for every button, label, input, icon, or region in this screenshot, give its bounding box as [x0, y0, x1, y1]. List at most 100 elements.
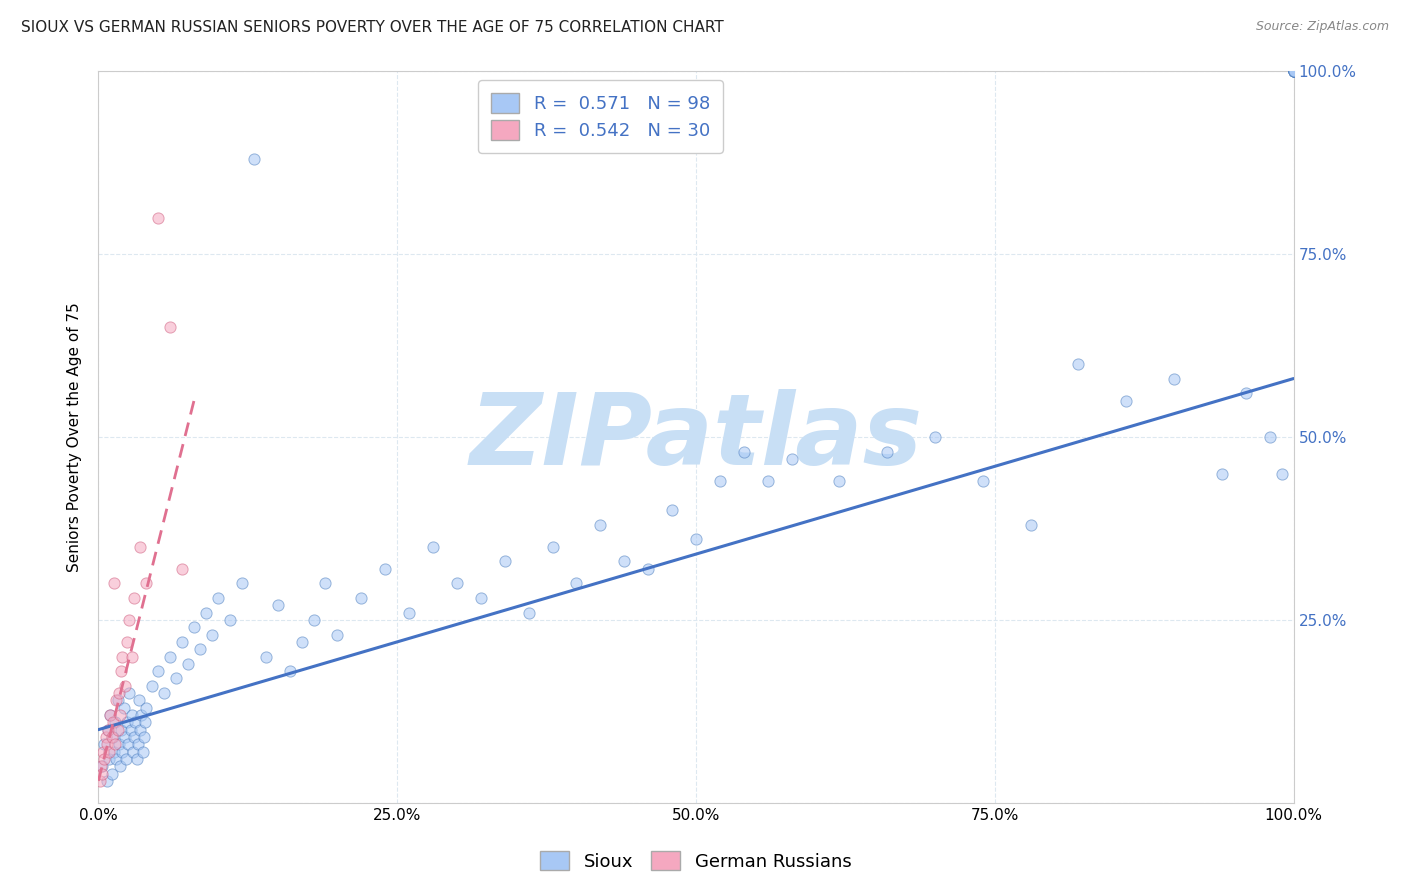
Text: Source: ZipAtlas.com: Source: ZipAtlas.com	[1256, 20, 1389, 33]
Point	[111, 649, 134, 664]
Point	[115, 752, 138, 766]
Point	[267, 599, 290, 613]
Point	[112, 700, 135, 714]
Point	[128, 693, 150, 707]
Point	[494, 554, 516, 568]
Point	[101, 715, 124, 730]
Point	[121, 708, 143, 723]
Point	[118, 686, 141, 700]
Text: SIOUX VS GERMAN RUSSIAN SENIORS POVERTY OVER THE AGE OF 75 CORRELATION CHART: SIOUX VS GERMAN RUSSIAN SENIORS POVERTY …	[21, 20, 724, 35]
Point	[374, 562, 396, 576]
Point	[131, 745, 153, 759]
Point	[127, 737, 149, 751]
Point	[125, 752, 148, 766]
Point	[135, 700, 157, 714]
Point	[90, 759, 112, 773]
Point	[135, 576, 157, 591]
Point	[132, 730, 155, 744]
Point	[100, 730, 122, 744]
Point	[110, 723, 132, 737]
Point	[108, 708, 131, 723]
Point	[120, 723, 142, 737]
Point	[517, 606, 540, 620]
Point	[756, 474, 779, 488]
Point	[134, 715, 156, 730]
Point	[1163, 371, 1185, 385]
Point	[101, 730, 124, 744]
Point	[1282, 64, 1305, 78]
Point	[172, 562, 194, 576]
Point	[129, 540, 152, 554]
Point	[1067, 357, 1090, 371]
Point	[1282, 64, 1305, 78]
Point	[108, 759, 131, 773]
Point	[291, 635, 314, 649]
Point	[103, 745, 125, 759]
Point	[121, 649, 143, 664]
Point	[107, 737, 129, 751]
Point	[105, 752, 128, 766]
Point	[685, 533, 707, 547]
Point	[124, 715, 146, 730]
Point	[541, 540, 564, 554]
Point	[93, 737, 115, 751]
Point	[148, 211, 170, 225]
Point	[1282, 64, 1305, 78]
Point	[103, 576, 125, 591]
Point	[1019, 517, 1042, 532]
Point	[446, 576, 468, 591]
Point	[1258, 430, 1281, 444]
Point	[107, 723, 129, 737]
Point	[1115, 393, 1137, 408]
Point	[637, 562, 659, 576]
Point	[110, 664, 132, 678]
Point	[159, 649, 181, 664]
Point	[1211, 467, 1233, 481]
Point	[733, 444, 755, 458]
Point	[97, 723, 120, 737]
Point	[1282, 64, 1305, 78]
Point	[326, 627, 349, 641]
Point	[98, 708, 122, 723]
Point	[1282, 64, 1305, 78]
Point	[153, 686, 176, 700]
Point	[177, 657, 200, 671]
Point	[1282, 64, 1305, 78]
Point	[96, 737, 118, 751]
Point	[1282, 64, 1305, 78]
Point	[107, 686, 129, 700]
Point	[100, 766, 122, 780]
Point	[91, 745, 114, 759]
Point	[172, 635, 194, 649]
Point	[828, 474, 851, 488]
Point	[165, 672, 187, 686]
Point	[124, 730, 146, 744]
Point	[231, 576, 253, 591]
Point	[89, 773, 111, 788]
Point	[111, 745, 134, 759]
Point	[118, 613, 141, 627]
Y-axis label: Seniors Poverty Over the Age of 75: Seniors Poverty Over the Age of 75	[67, 302, 83, 572]
Point	[972, 474, 994, 488]
Point	[422, 540, 444, 554]
Point	[124, 591, 146, 605]
Point	[201, 627, 224, 641]
Point	[350, 591, 373, 605]
Point	[117, 737, 139, 751]
Point	[98, 752, 121, 766]
Legend: Sioux, German Russians: Sioux, German Russians	[533, 844, 859, 878]
Point	[924, 430, 946, 444]
Point	[129, 723, 152, 737]
Point	[96, 773, 118, 788]
Point	[114, 730, 136, 744]
Point	[1234, 386, 1257, 401]
Point	[589, 517, 612, 532]
Point	[114, 679, 136, 693]
Point	[159, 320, 181, 334]
Point	[254, 649, 277, 664]
Point	[188, 642, 211, 657]
Point	[94, 730, 117, 744]
Point	[709, 474, 731, 488]
Point	[195, 606, 218, 620]
Point	[115, 715, 138, 730]
